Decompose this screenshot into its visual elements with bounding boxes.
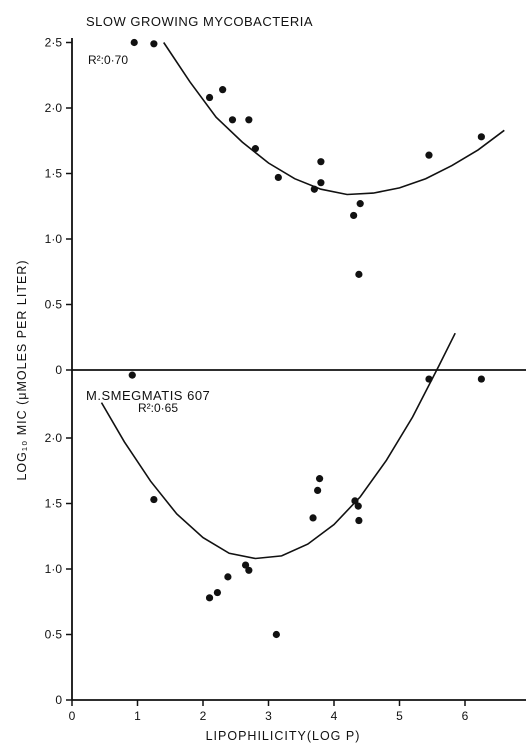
x-axis-label: LIPOPHILICITY(LOG P) [206,729,361,743]
bottom-data-point [128,371,136,379]
bottom-data-point [355,516,363,525]
bottom-data-point [245,566,253,574]
y-tick-label: 1·0 [45,562,63,576]
top-data-point [274,173,282,182]
y-tick-label: 0 [55,693,62,707]
bottom-panel-title: M.SMEGMATIS 607 [86,388,210,403]
x-tick-label: 1 [134,709,141,723]
top-data-point [228,116,237,124]
top-data-point [245,116,253,124]
top-data-point [477,133,485,141]
x-tick-label: 4 [331,709,338,723]
bottom-data-point [309,514,317,522]
y-tick-label: 0·5 [45,298,63,312]
x-tick-label: 6 [462,709,469,723]
top-data-point [317,158,325,166]
y-tick-label: 2·0 [45,101,63,115]
bottom-data-point [354,502,362,510]
y-tick-label: 2·5 [45,36,63,50]
x-tick-label: 2 [200,709,207,723]
top-fit-curve [163,42,505,196]
bottom-data-point [425,375,433,383]
top-panel-title: SLOW GROWING MYCOBACTERIA [86,14,313,29]
bottom-data-point [314,486,322,494]
fit-curve-layer [100,42,505,560]
bottom-data-point [213,588,222,597]
y-tick-label: 1·5 [45,497,63,511]
bottom-panel-r2: R²:0·65 [138,401,178,415]
y-tick-label: 0 [55,363,62,377]
y-tick-label: 2·0 [45,431,63,445]
bottom-data-point [315,475,324,483]
bottom-fit-curve [100,332,456,560]
tick-layer: 00·51·01·52·02·500·51·01·52·001234567 [45,36,469,724]
top-data-point [355,270,363,278]
top-data-point [356,200,364,208]
bottom-data-point [477,375,485,383]
top-data-point [205,93,214,102]
bottom-data-point [241,561,250,569]
top-data-point [251,145,259,153]
x-tick-label: 0 [69,709,76,723]
point-layer [128,38,485,639]
x-tick-label: 5 [396,709,403,723]
bottom-data-point [272,630,280,639]
bottom-data-point [224,573,232,581]
top-data-point [350,211,358,220]
top-panel-r2: R²:0·70 [88,53,128,67]
top-data-point [310,185,318,193]
y-tick-label: 1·0 [45,232,63,246]
top-data-point [130,38,138,47]
y-tick-label: 0·5 [45,628,63,642]
top-data-point [150,40,158,48]
top-data-point [317,179,325,187]
bottom-data-point [150,495,158,504]
x-tick-label: 3 [265,709,272,723]
y-axis-label: LOG₁₀ MIC (μMOLES PER LITER) [15,259,29,480]
y-tick-label: 1·5 [45,167,63,181]
bottom-data-point [351,497,359,505]
top-data-point [219,86,227,94]
bottom-data-point [205,594,214,602]
top-data-point [425,151,433,159]
